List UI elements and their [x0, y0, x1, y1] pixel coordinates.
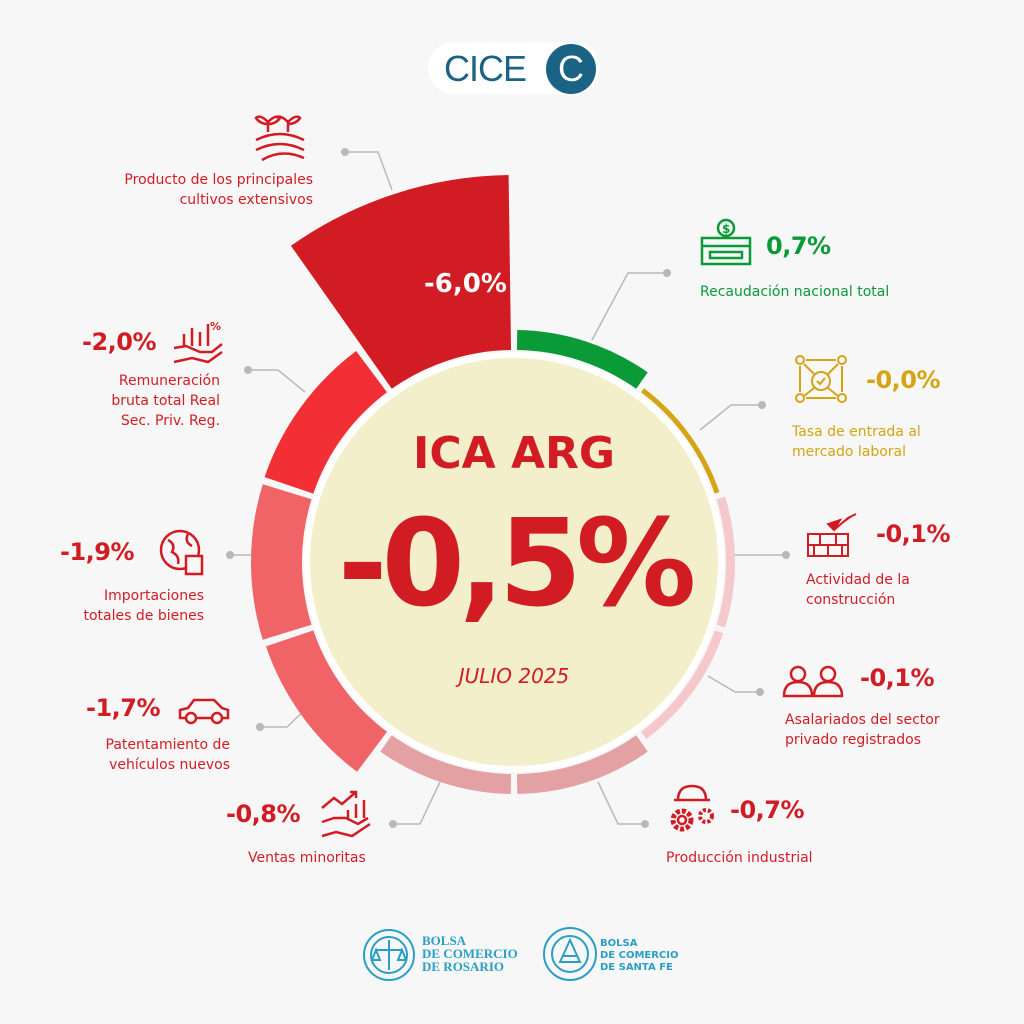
- svg-text:%: %: [210, 320, 221, 333]
- cultivos-label: Producto de los principales cultivos exte…: [124, 172, 313, 208]
- leader-dot-4: [756, 688, 764, 696]
- recaudacion-value: 0,7%: [766, 232, 831, 260]
- cicec-logo: CICE C: [428, 42, 600, 94]
- segment-7: [265, 630, 388, 772]
- leader-dot-5: [641, 820, 649, 828]
- segment-8: [250, 484, 312, 640]
- tasa-label: Tasa de entrada al mercado laboral: [792, 424, 921, 460]
- center-value: -0,5%: [337, 495, 697, 634]
- segment-9: [264, 351, 388, 494]
- importaciones-label: Importaciones totales de bienes: [83, 588, 205, 624]
- produccion-label: Producción industrial: [666, 850, 813, 866]
- produccion-value: -0,7%: [730, 796, 805, 824]
- segment-2: [640, 388, 720, 494]
- remuneracion-value: -2,0%: [82, 328, 157, 356]
- construccion-value: -0,1%: [876, 520, 951, 548]
- center-title: ICA ARG: [412, 428, 616, 479]
- car-icon: [178, 698, 230, 725]
- leader-dot-3: [782, 551, 790, 559]
- recaudacion-label: Recaudación nacional total: [700, 284, 890, 300]
- construccion-label: Actividad de la construcción: [806, 572, 910, 608]
- segment-4: [640, 630, 724, 739]
- gears-helmet-icon: [670, 784, 714, 832]
- tasa-value: -0,0%: [866, 366, 941, 394]
- cultivos-value: -6,0%: [424, 269, 507, 299]
- center-circle: [304, 352, 724, 772]
- leader-line-4: [707, 675, 760, 693]
- people-icon: [782, 665, 844, 698]
- leader-dot-7: [256, 723, 264, 731]
- leader-line-5: [597, 781, 645, 825]
- bolsa-rosario-seal: [363, 929, 415, 981]
- leader-line-6: [393, 781, 441, 825]
- leader-line-10: [345, 151, 393, 191]
- segment-5: [516, 735, 648, 794]
- leader-dot-1: [663, 269, 671, 277]
- leader-dot-9: [244, 366, 252, 374]
- segment-6: [380, 735, 512, 794]
- importaciones-value: -1,9%: [60, 538, 135, 566]
- leader-dot-8: [226, 551, 234, 559]
- leader-dot-10: [341, 148, 349, 156]
- leader-line-2: [699, 404, 762, 431]
- center-period: JULIO 2025: [458, 664, 570, 688]
- bolsa-rosario-name: BOLSA DE COMERCIO DE ROSARIO: [422, 933, 518, 974]
- crops-field-icon: [254, 115, 305, 162]
- hand-chart-percent-icon: %: [173, 320, 223, 364]
- hand-money-chart-icon: [321, 790, 371, 838]
- leader-dot-6: [389, 820, 397, 828]
- leader-line-1: [591, 272, 667, 341]
- patentamiento-value: -1,7%: [86, 694, 161, 722]
- segment-1: [516, 330, 648, 389]
- ventas-value: -0,8%: [226, 800, 301, 828]
- ventas-label: Ventas minoritas: [248, 850, 366, 866]
- svg-text:$: $: [722, 222, 730, 236]
- bolsa-santa-fe-seal: [543, 927, 597, 981]
- leader-line-9: [248, 369, 306, 393]
- segment-3: [716, 496, 735, 628]
- network-people-icon: [795, 355, 847, 403]
- segment-10: [290, 175, 512, 389]
- patentamiento-label: Patentamiento de vehículos nuevos: [105, 737, 230, 773]
- asalariados-value: -0,1%: [860, 664, 935, 692]
- leader-dot-2: [758, 401, 766, 409]
- asalariados-label: Asalariados del sector privado registrado…: [785, 712, 940, 748]
- cash-register-icon: $: [700, 218, 752, 266]
- remuneracion-label: Remuneración bruta total Real Sec. Priv. R…: [111, 373, 220, 429]
- brick-wall-trowel-icon: [807, 513, 857, 557]
- bolsa-santa-fe-name: BOLSA DE COMERCIO DE SANTA FE: [600, 938, 679, 973]
- globe-box-icon: [159, 529, 204, 576]
